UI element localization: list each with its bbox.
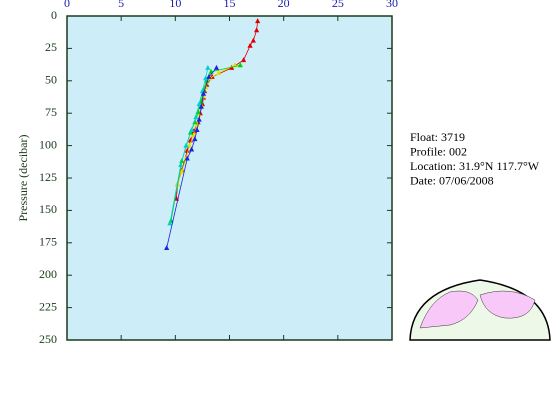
y-tick-label: 100 [39,137,57,151]
info-text: Profile: 002 [410,144,467,158]
point-marker [206,73,212,79]
mini-map [409,279,551,341]
x-tick-label: 10 [169,0,181,10]
point-marker [205,64,211,70]
point-marker [255,18,261,24]
info-text: Location: 31.9°N 117.7°W [410,159,540,173]
point-marker [237,62,243,68]
point-marker [179,168,185,174]
point-marker [200,90,207,96]
point-marker [247,42,253,48]
y-tick-label: 125 [39,170,57,184]
y-tick-label: 75 [45,105,57,119]
x-tick-label: 15 [224,0,236,10]
x-tick-label: 0 [64,0,70,10]
point-marker [253,27,260,33]
y-tick-label: 25 [45,40,57,54]
point-marker [187,137,194,143]
point-marker [164,244,170,250]
y-tick-label: 250 [39,332,57,346]
info-text: Float: 3719 [410,130,465,144]
profile-line [166,67,217,249]
y-tick-label: 0 [51,8,57,22]
point-marker [178,162,184,168]
point-marker [216,70,222,76]
y-tick-label: 175 [39,235,57,249]
y-axis-label: Pressure (decibar) [16,135,30,222]
point-marker [188,146,195,152]
y-tick-label: 150 [39,202,57,216]
point-marker [213,64,220,70]
point-marker [167,220,173,226]
x-tick-label: 30 [386,0,398,10]
point-marker [196,101,202,107]
point-marker [194,127,200,133]
x-tick-label: 20 [278,0,290,10]
point-marker [204,77,210,83]
x-tick-label: 5 [118,0,124,10]
y-tick-label: 225 [39,299,57,313]
point-marker [191,132,197,138]
point-marker [250,37,256,43]
point-marker [186,142,193,148]
point-marker [184,147,190,153]
point-marker [196,111,202,117]
point-marker [184,155,190,161]
point-marker [198,103,204,109]
point-marker [203,75,209,81]
x-tick-label: 25 [332,0,344,10]
y-tick-label: 200 [39,267,57,281]
plot-area [67,16,392,340]
point-marker [193,114,199,120]
point-marker [192,136,198,142]
point-marker [240,57,247,63]
point-marker [196,116,202,122]
y-tick-label: 50 [45,73,57,87]
point-marker [188,127,195,133]
point-marker [183,142,189,148]
info-text: Date: 07/06/2008 [410,173,494,187]
